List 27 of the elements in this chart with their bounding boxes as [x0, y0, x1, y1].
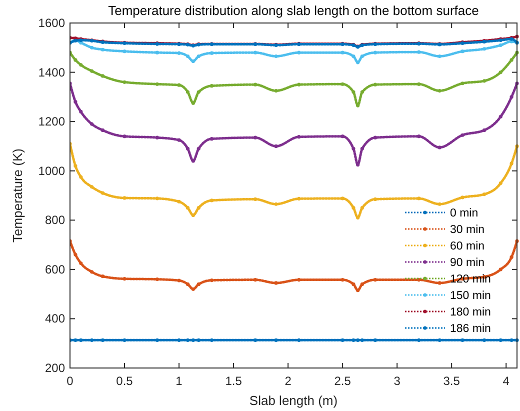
x-tick-label: 2.5 — [334, 374, 352, 388]
x-tick-label: 1.5 — [225, 374, 242, 388]
y-tick-label: 1000 — [38, 164, 66, 178]
x-tick-label: 3.5 — [443, 374, 460, 388]
x-tick-label: 2 — [284, 374, 292, 388]
y-tick-label: 1200 — [38, 114, 66, 129]
x-tick-label: 0.5 — [116, 374, 134, 388]
legend-label: 180 min — [450, 306, 491, 318]
legend-label: 0 min — [450, 208, 478, 220]
legend-label: 186 min — [450, 323, 491, 335]
x-tick-label: 4 — [502, 374, 510, 388]
x-tick-label: 1 — [176, 374, 183, 388]
chart-title: Temperature distribution along slab length on the bottom surface — [108, 3, 479, 18]
y-tick-label: 400 — [44, 312, 66, 326]
x-tick-label: 0 — [66, 374, 74, 388]
legend-label: 60 min — [450, 240, 485, 252]
y-tick-label: 600 — [44, 262, 66, 276]
y-tick-label: 800 — [44, 213, 66, 228]
y-tick-label: 1400 — [38, 65, 66, 80]
y-tick-label: 1600 — [38, 16, 66, 30]
legend-label: 150 min — [450, 290, 491, 302]
y-axis-title: Temperature (K) — [10, 148, 25, 242]
y-tick-label: 200 — [44, 361, 66, 375]
x-tick-label: 3 — [394, 374, 401, 388]
legend-label: 90 min — [450, 257, 485, 269]
legend-label: 30 min — [450, 224, 485, 236]
x-axis-title: Slab length (m) — [249, 393, 338, 408]
